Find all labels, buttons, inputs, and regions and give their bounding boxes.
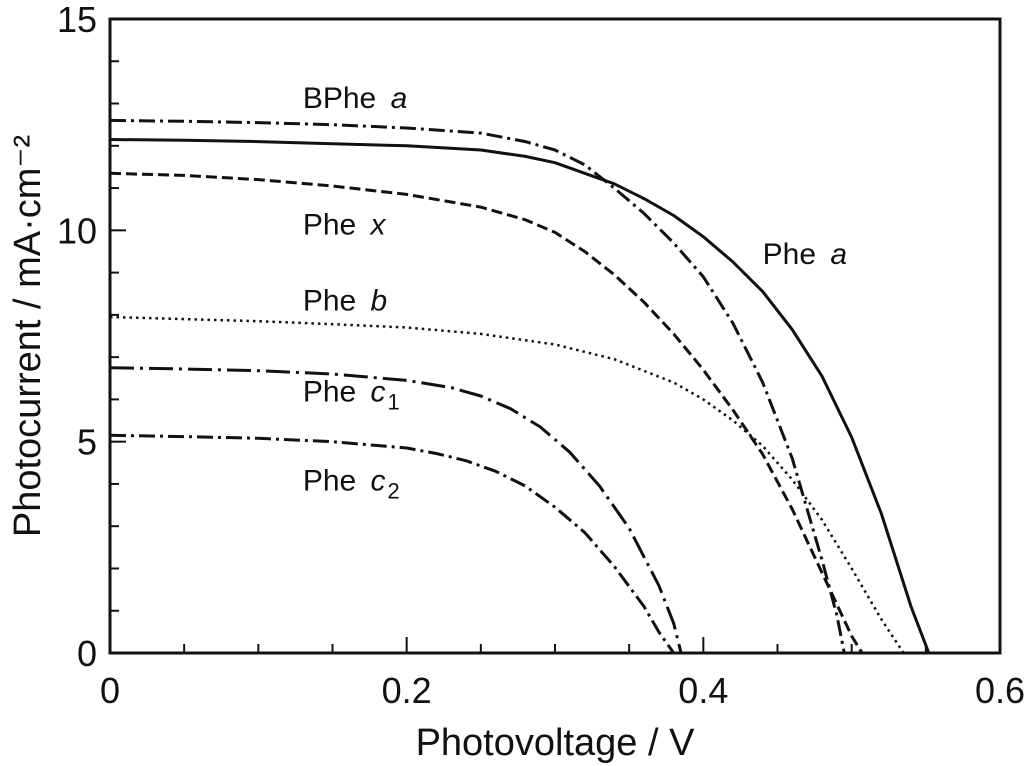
x-axis-label: Photovoltage / V	[416, 722, 696, 764]
series-line-bphe-a	[109, 118, 846, 654]
series-label-phe-c1: Phe c1	[303, 376, 400, 415]
series-line-phe-x	[109, 171, 864, 654]
series-label-bphe-a: BPhe a	[303, 82, 407, 115]
plot-frame	[108, 17, 1002, 655]
series-label-phe-b: Phe b	[303, 285, 387, 318]
series-line-phe-a	[109, 138, 931, 654]
y-tick-label: 10	[57, 210, 97, 251]
axis-ticks	[109, 18, 1001, 654]
y-tick-label: 0	[77, 633, 97, 674]
y-tick-label: 15	[57, 0, 97, 40]
series-label-phe-a: Phe a	[763, 238, 847, 271]
y-axis-label: Photocurrent / mA·cm⁻²	[7, 135, 49, 537]
series-labels: BPhe a Phe a Phe x Phe b Phe c1 Phe c2	[303, 82, 847, 504]
x-tick-label: 0.6	[975, 670, 1024, 711]
x-tick-label: 0	[100, 670, 120, 711]
series-lines	[109, 118, 931, 654]
series-label-phe-c2: Phe c2	[303, 464, 400, 503]
series-label-phe-x: Phe x	[303, 209, 387, 242]
y-tick-label: 5	[77, 422, 97, 463]
series-line-phe-c1	[109, 366, 683, 654]
series-line-phe-b	[109, 315, 905, 654]
x-tick-label: 0.4	[678, 670, 728, 711]
x-tick-label: 0.2	[382, 670, 432, 711]
series-line-phe-c2	[109, 433, 675, 654]
tick-labels: 0 0.2 0.4 0.6 0 5 10 15	[57, 0, 1024, 711]
